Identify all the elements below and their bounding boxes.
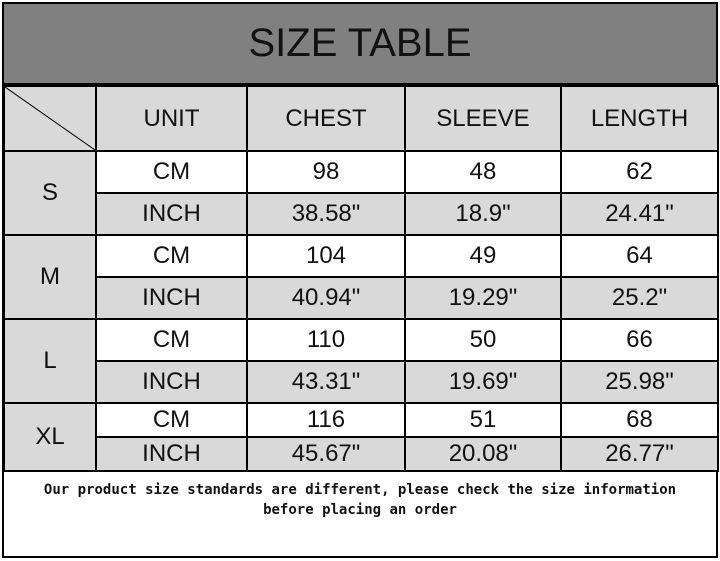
sleeve-cell: 20.08": [404, 436, 562, 472]
chest-cell: 43.31": [246, 360, 406, 404]
length-cell: 68: [560, 402, 719, 438]
size-grid: UNIT CHEST SLEEVE LENGTH S CM 98 48 62 INCH 38…: [3, 85, 719, 472]
unit-cell: CM: [95, 318, 248, 362]
length-cell: 66: [560, 318, 719, 362]
unit-cell: INCH: [95, 276, 248, 320]
unit-cell: INCH: [95, 192, 248, 236]
unit-cell: CM: [95, 150, 248, 194]
length-cell: 62: [560, 150, 719, 194]
table-row: S CM 98 48 62: [3, 150, 719, 236]
chest-cell: 98: [246, 150, 406, 194]
unit-cell: INCH: [95, 436, 248, 472]
header-unit: UNIT: [95, 85, 248, 152]
corner-cell: [3, 85, 97, 152]
sleeve-cell: 51: [404, 402, 562, 438]
chest-cell: 45.67": [246, 436, 406, 472]
length-cell: 24.41": [560, 192, 719, 236]
chest-cell: 40.94": [246, 276, 406, 320]
chest-cell: 104: [246, 234, 406, 278]
sleeve-cell: 49: [404, 234, 562, 278]
table-row: XL CM 116 51 68: [3, 402, 719, 472]
table-row: M CM 104 49 64: [3, 234, 719, 320]
header-length: LENGTH: [560, 85, 719, 152]
sleeve-cell: 48: [404, 150, 562, 194]
length-cell: 26.77": [560, 436, 719, 472]
size-label: L: [3, 318, 97, 404]
table-row: INCH 40.94" 19.29" 25.2": [4, 276, 719, 320]
size-label: M: [3, 234, 97, 320]
chest-cell: 116: [246, 402, 406, 438]
size-label: S: [3, 150, 97, 236]
table-row: INCH 45.67" 20.08" 26.77": [4, 436, 719, 472]
note-line-1: Our product size standards are different…: [43, 482, 677, 498]
table-row: INCH 38.58" 18.9" 24.41": [4, 192, 719, 236]
header-row: UNIT CHEST SLEEVE LENGTH: [3, 85, 719, 152]
sleeve-cell: 19.29": [404, 276, 562, 320]
sleeve-cell: 18.9": [404, 192, 562, 236]
table-title: SIZE TABLE: [4, 4, 716, 85]
sleeve-cell: 19.69": [404, 360, 562, 404]
table-row: L CM 110 50 66: [3, 318, 719, 404]
table-row: INCH 43.31" 19.69" 25.98": [4, 360, 719, 404]
length-cell: 25.98": [560, 360, 719, 404]
unit-cell: CM: [95, 234, 248, 278]
note-line-2: before placing an order: [263, 502, 457, 518]
header-sleeve: SLEEVE: [404, 85, 562, 152]
length-cell: 64: [560, 234, 719, 278]
unit-cell: CM: [95, 402, 248, 438]
sleeve-cell: 50: [404, 318, 562, 362]
unit-cell: INCH: [95, 360, 248, 404]
chest-cell: 110: [246, 318, 406, 362]
size-label: XL: [3, 402, 97, 472]
length-cell: 25.2": [560, 276, 719, 320]
header-chest: CHEST: [246, 85, 406, 152]
size-note: Our product size standards are different…: [4, 472, 716, 520]
chest-cell: 38.58": [246, 192, 406, 236]
